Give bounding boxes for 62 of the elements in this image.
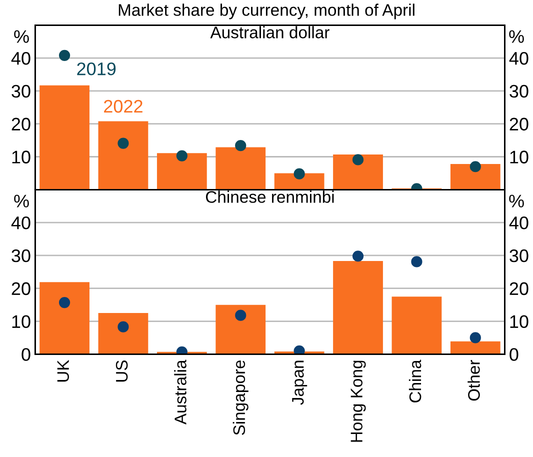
point: [176, 150, 188, 162]
y-axis-title: %: [14, 194, 29, 208]
y-tick-label: 0: [22, 348, 30, 361]
y2-tick-label: 30: [510, 249, 528, 262]
bar: [450, 341, 500, 354]
point: [58, 296, 70, 308]
point: [411, 256, 422, 268]
point: [235, 310, 246, 321]
bar: [333, 261, 383, 354]
x-tick-label: Japan: [292, 360, 308, 405]
y-tick-label: 30: [12, 249, 30, 262]
y2-tick-label: 10: [510, 315, 528, 328]
chart-title: Australian dollar: [210, 26, 330, 38]
x-tick-label: Other: [468, 360, 480, 401]
x-tick-label: Hong Kong: [350, 360, 366, 442]
bar: [40, 85, 90, 190]
point: [352, 250, 364, 262]
point: [118, 138, 129, 149]
y2-tick-label: 10: [510, 150, 528, 164]
bar: [450, 164, 500, 190]
y2-axis-title: %: [509, 194, 524, 208]
y-tick-label: 10: [12, 315, 30, 328]
y2-tick-label: 20: [510, 118, 528, 131]
y-tick-label: 40: [11, 216, 30, 230]
bar: [274, 173, 324, 190]
y2-tick-label: 0: [510, 348, 518, 361]
y-tick-label: 10: [12, 150, 30, 164]
point: [352, 154, 364, 166]
bar: [216, 304, 266, 354]
x-tick-label: Singapore: [232, 360, 248, 435]
y2-axis-title: %: [509, 30, 524, 43]
y2-tick-label: 30: [510, 84, 528, 98]
y-tick-label: 20: [12, 118, 30, 131]
y-axis-title: %: [14, 30, 29, 43]
point: [294, 168, 305, 180]
x-tick-label: US: [116, 360, 128, 382]
point: [470, 332, 481, 344]
point: [470, 161, 481, 172]
y-tick-label: 20: [12, 282, 30, 296]
point: [118, 321, 129, 332]
bar: [392, 296, 442, 354]
y-tick-label: 40: [11, 52, 30, 65]
text: Market share by currency, month of April: [118, 4, 414, 20]
chart-title: Chinese renminbi: [206, 190, 334, 203]
series-label: 2019: [77, 62, 116, 76]
point: [294, 345, 305, 354]
bar: [216, 147, 266, 190]
x-tick-label: Australia: [174, 360, 186, 425]
y2-tick-label: 40: [509, 52, 528, 65]
point: [235, 140, 246, 152]
x-tick-label: UK: [57, 360, 69, 382]
bar: [333, 154, 383, 190]
y2-tick-label: 40: [509, 216, 528, 230]
bar: [98, 313, 148, 354]
y2-tick-label: 20: [510, 282, 528, 296]
x-tick-label: China: [408, 360, 422, 402]
y-tick-label: 30: [12, 84, 30, 98]
series-label: 2022: [104, 100, 142, 113]
point: [58, 50, 70, 61]
bar: [40, 282, 90, 354]
bar: [98, 121, 148, 190]
bar: [156, 153, 207, 190]
